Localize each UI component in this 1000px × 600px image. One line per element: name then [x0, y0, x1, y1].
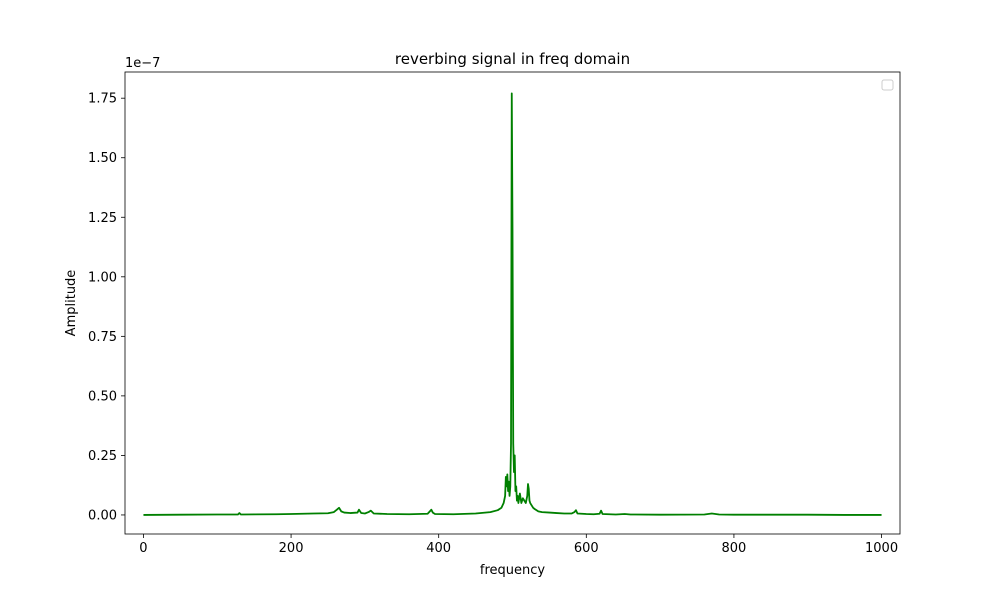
x-tick-label: 400 [426, 541, 451, 556]
y-tick-label: 0.00 [88, 508, 117, 523]
y-tick-label: 0.75 [88, 330, 117, 345]
series-layer [143, 92, 882, 516]
y-tick-label: 0.25 [88, 449, 117, 464]
axes-frame [124, 71, 901, 535]
y-tick-label: 1.75 [88, 92, 117, 107]
legend-box [881, 79, 894, 91]
x-tick-label: 200 [279, 541, 304, 556]
y-tick-label: 1.00 [88, 270, 117, 285]
x-axis: 0 200 400 600 800 1000 [139, 534, 898, 556]
y-tick-label: 1.50 [88, 151, 117, 166]
y-axis-label: Amplitude [64, 270, 79, 337]
x-tick-label: 600 [574, 541, 599, 556]
series-line-0 [143, 92, 882, 516]
x-tick-label: 800 [722, 541, 747, 556]
chart-title: reverbing signal in freq domain [395, 50, 630, 68]
y-tick-label: 1.25 [88, 211, 117, 226]
x-axis-label: frequency [480, 563, 546, 578]
x-tick-label: 0 [139, 541, 147, 556]
y-tick-label: 0.50 [88, 389, 117, 404]
plot-area: 0 200 400 600 800 1000 0.00 0.25 0.50 0.75 1.00 1.… [88, 71, 901, 556]
y-axis: 0.00 0.25 0.50 0.75 1.00 1.25 1.50 1.75 [88, 92, 125, 523]
legend [881, 79, 894, 91]
y-offset-text: 1e−7 [125, 56, 160, 71]
x-tick-label: 1000 [865, 541, 898, 556]
